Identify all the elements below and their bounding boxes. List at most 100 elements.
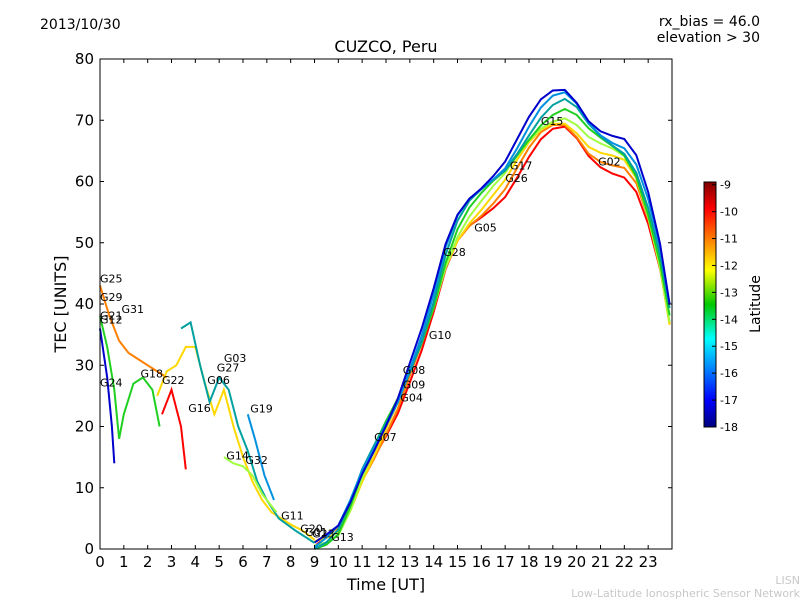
x-tick-label: 9: [310, 553, 320, 571]
satellite-label: G17: [510, 159, 533, 172]
satellite-label: G13: [331, 531, 354, 544]
footer-credit: LISN Low-Latitude Ionospheric Sensor Net…: [571, 574, 800, 600]
tec-trace: [314, 122, 671, 543]
x-tick-label: 22: [615, 553, 634, 571]
tec-trace: [313, 88, 671, 544]
satellite-label: G22: [162, 374, 185, 387]
colorbar-tick-label: -18: [720, 421, 738, 434]
y-tick-label: 80: [75, 50, 94, 68]
x-tick-label: 13: [400, 553, 419, 571]
tec-trace: [313, 91, 671, 548]
tec-trace-early: [156, 345, 316, 541]
tec-trace: [313, 125, 671, 547]
x-tick-label: 18: [519, 553, 538, 571]
tec-trace-early: [99, 328, 116, 464]
colorbar-tick-label: -14: [720, 313, 738, 326]
x-tick-label: 8: [286, 553, 296, 571]
tec-trace-early: [161, 386, 187, 470]
satellite-label: G24: [100, 377, 123, 390]
x-tick-label: 20: [567, 553, 586, 571]
satellite-label: G09: [403, 379, 426, 392]
colorbar-tick-label: -11: [720, 233, 738, 246]
colorbar-tick-label: -9: [720, 179, 731, 192]
tec-trace: [314, 123, 671, 543]
footer-lisn: LISN: [775, 574, 800, 587]
y-tick-label: 20: [75, 418, 94, 436]
x-tick-label: 23: [639, 553, 658, 571]
tec-trace-early: [99, 285, 168, 379]
satellite-label: G07: [374, 431, 397, 444]
x-tick-label: 17: [496, 553, 515, 571]
colorbar-ticks: -9 -10 -11 -12 -13 -14 -15 -16 -17 -18: [712, 179, 738, 434]
y-tick-label: 40: [75, 295, 94, 313]
colorbar: [703, 181, 717, 428]
satellite-label: G12: [100, 314, 123, 327]
colorbar-tick-label: -17: [720, 394, 738, 407]
x-tick-label: 1: [119, 553, 129, 571]
elevation-label: elevation > 30: [656, 30, 760, 46]
x-tick-label: 16: [472, 553, 491, 571]
tec-trace-early: [180, 320, 316, 544]
satellite-label: G14: [226, 450, 249, 463]
y-axis-label: TEC [UNITS]: [51, 256, 70, 354]
y-tick-label: 30: [75, 356, 94, 374]
colorbar-tick-label: -12: [720, 259, 738, 272]
x-tick-label: 12: [376, 553, 395, 571]
satellite-label: G10: [429, 329, 452, 342]
rx-bias-label: rx_bias = 46.0: [658, 14, 760, 30]
footer-network: Low-Latitude Ionospheric Sensor Network: [571, 587, 800, 600]
satellite-label: G27: [217, 361, 240, 374]
x-tick-label: 7: [262, 553, 272, 571]
x-tick-label: 6: [238, 553, 248, 571]
satellite-label: G02: [598, 156, 621, 169]
y-tick-label: 10: [75, 479, 94, 497]
tec-trace-early: [246, 414, 275, 501]
colorbar-label: Latitude: [748, 275, 764, 333]
satellite-label: G08: [403, 364, 426, 377]
x-tick-label: 21: [591, 553, 610, 571]
satellite-label: G31: [122, 303, 145, 316]
x-tick-label: 2: [143, 553, 153, 571]
y-tick-label: 0: [84, 540, 94, 558]
x-axis-ticks: 0 1 2 3 4 5 6 7 8 9 10 11 12 13 14 15 16 17 18 19 20 21 22 23: [95, 59, 658, 571]
y-tick-label: 60: [75, 173, 94, 191]
receiver-info: rx_bias = 46.0 elevation > 30: [657, 14, 760, 46]
satellite-label: G11: [281, 510, 304, 523]
satellite-label: G05: [474, 222, 497, 235]
x-axis-label: Time [UT]: [346, 575, 425, 594]
x-tick-label: 15: [448, 553, 467, 571]
chart-title: CUZCO, Peru: [334, 37, 438, 56]
satellite-label: G25: [100, 273, 123, 286]
satellite-label: G28: [443, 246, 466, 259]
satellite-label: G03: [224, 352, 247, 365]
satellite-label: G01: [305, 526, 328, 539]
satellite-label: G19: [250, 402, 273, 415]
x-tick-label: 3: [167, 553, 177, 571]
x-tick-label: 11: [353, 553, 372, 571]
tec-trace-early: [223, 456, 278, 513]
satellite-label: G29: [100, 291, 123, 304]
satellite-label: G20: [300, 523, 323, 536]
colorbar-tick-label: -16: [720, 367, 738, 380]
plot-frame: [99, 58, 673, 550]
date-label: 2013/10/30: [40, 17, 121, 33]
satellite-label: G16: [188, 402, 211, 415]
x-tick-label: 14: [424, 553, 443, 571]
tec-curves: [99, 88, 671, 550]
y-axis-ticks: 0 10 20 30 40 50 60 70 80: [75, 50, 672, 558]
y-tick-label: 50: [75, 234, 94, 252]
satellite-label: G21: [100, 309, 123, 322]
tec-trace-early: [99, 316, 161, 439]
x-tick-label: 19: [543, 553, 562, 571]
satellite-label: G15: [541, 115, 564, 128]
satellite-label: G04: [400, 391, 423, 404]
x-tick-label: 0: [95, 553, 105, 571]
satellite-label: G06: [207, 374, 230, 387]
colorbar-tick-label: -13: [720, 286, 738, 299]
satellite-label: G23: [312, 527, 335, 540]
satellite-label: G18: [141, 368, 164, 381]
x-tick-label: 10: [329, 553, 348, 571]
x-tick-label: 5: [214, 553, 224, 571]
